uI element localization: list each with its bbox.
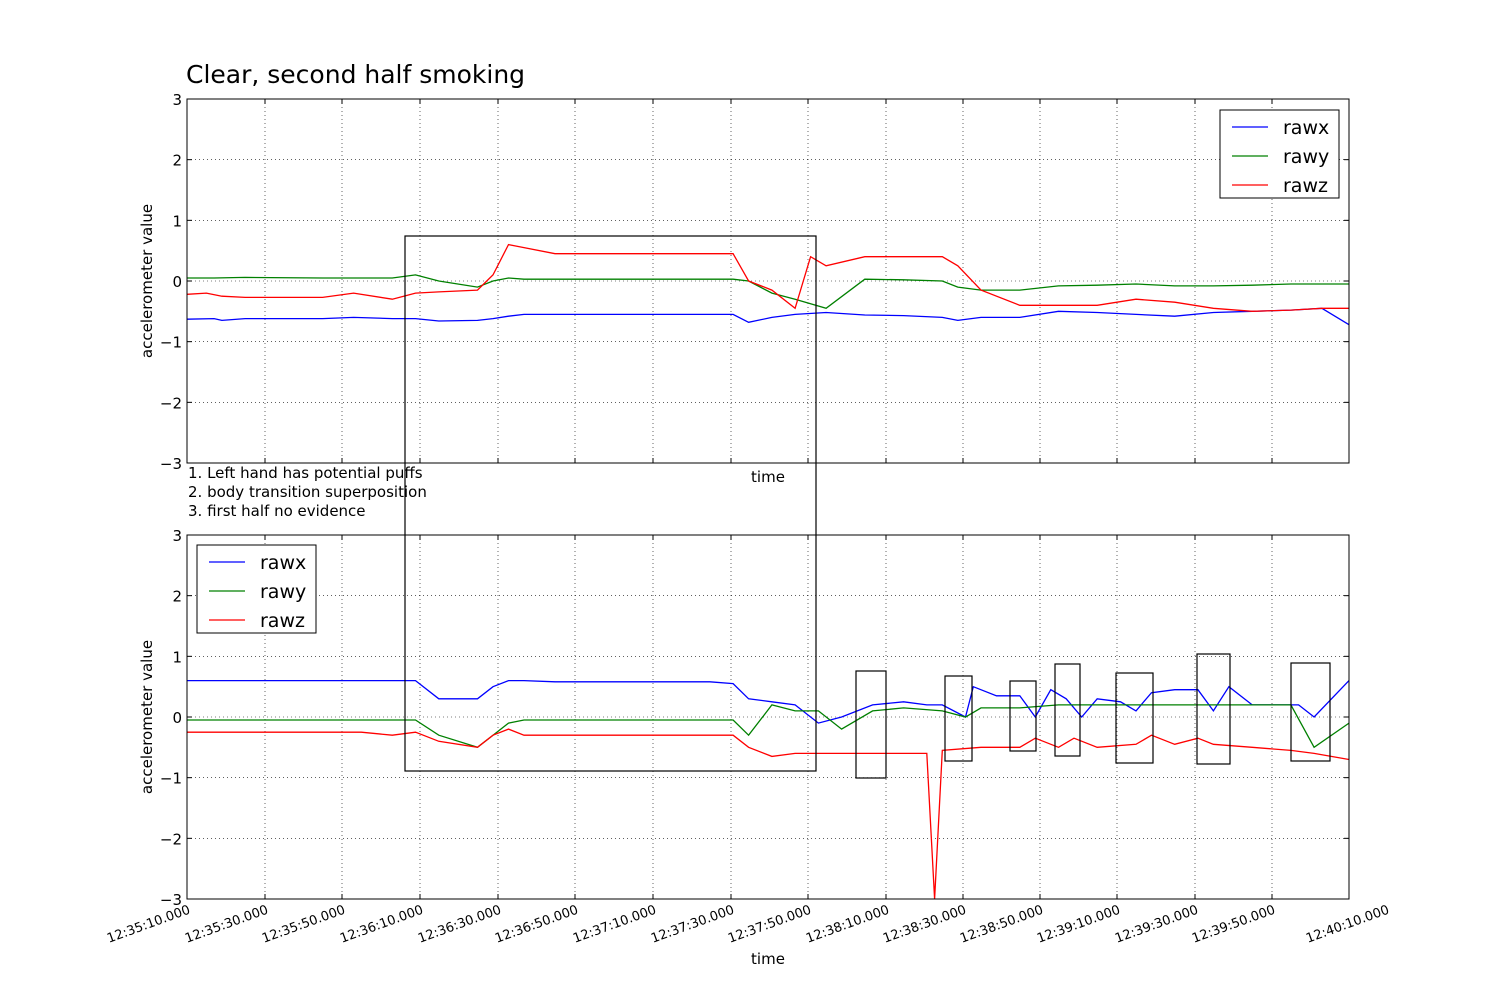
x-tick-label: 12:38:50.000	[958, 903, 1045, 947]
chart-title: Clear, second half smoking	[186, 60, 526, 89]
y-tick-label: −2	[160, 830, 182, 848]
puff-highlight-box	[1009, 680, 1037, 752]
x-axis-label: time	[751, 468, 785, 486]
y-axis-label: accelerometer value	[138, 640, 156, 794]
legend-label-rawz: rawz	[260, 610, 305, 632]
x-tick-label: 12:39:30.000	[1113, 903, 1200, 947]
x-tick-label: 12:35:30.000	[183, 903, 270, 947]
series-line-rawy	[187, 704, 1350, 749]
legend-label-rawx: rawx	[1283, 117, 1329, 139]
y-tick-label: −1	[160, 770, 182, 788]
annotation-notes: 1. Left hand has potential puffs 2. body…	[188, 464, 427, 521]
series-line-rawz	[187, 728, 1350, 900]
x-tick-label: 12:38:30.000	[881, 903, 968, 947]
x-tick-label: 12:35:50.000	[260, 903, 347, 947]
series-line-rawx	[187, 679, 1350, 724]
annotation-note-2: 2. body transition superposition	[188, 483, 427, 501]
x-tick-label: 12:38:10.000	[804, 903, 891, 947]
puff-highlight-box	[855, 670, 887, 779]
x-tick-label: 12:39:50.000	[1190, 903, 1277, 947]
series-line-rawy	[187, 274, 1349, 310]
annotation-note-1: 1. Left hand has potential puffs	[188, 464, 423, 482]
legend-label-rawx: rawx	[260, 552, 306, 574]
x-tick-label: 12:36:50.000	[493, 903, 580, 947]
series-line-rawz	[186, 243, 1349, 312]
x-axis-label: time	[751, 950, 785, 968]
x-tick-label: 12:35:10.000	[105, 903, 192, 947]
y-tick-label: 2	[172, 588, 182, 606]
x-tick-label: 12:40:10.000	[1304, 903, 1391, 947]
y-tick-label: 0	[172, 709, 182, 727]
y-tick-label: −3	[160, 891, 182, 909]
x-tick-label: 12:37:10.000	[571, 903, 658, 947]
legend-box	[196, 544, 317, 634]
highlight-box-main	[404, 235, 817, 772]
y-tick-label: −3	[160, 455, 182, 473]
y-tick-label: 1	[172, 212, 182, 230]
y-axis-label: accelerometer value	[138, 204, 156, 358]
x-tick-label: 12:37:50.000	[726, 903, 813, 947]
legend-label-rawy: rawy	[260, 581, 306, 603]
annotation-note-3: 3. first half no evidence	[188, 502, 366, 520]
puff-highlight-box	[1115, 672, 1154, 764]
x-tick-label: 12:37:30.000	[649, 903, 736, 947]
legend-label-rawz: rawz	[1283, 175, 1328, 197]
puff-highlight-box	[1054, 663, 1081, 757]
y-tick-label: 3	[172, 91, 182, 109]
y-tick-label: 2	[172, 152, 182, 170]
puff-highlight-box	[1196, 653, 1231, 765]
y-tick-label: 0	[172, 273, 182, 291]
series-line-rawx	[186, 307, 1350, 326]
x-tick-label: 12:36:10.000	[338, 903, 425, 947]
puff-highlight-box	[944, 675, 973, 762]
legend-box	[1219, 109, 1340, 199]
x-tick-label: 12:36:30.000	[416, 903, 503, 947]
x-tick-label: 12:39:10.000	[1035, 903, 1122, 947]
y-tick-label: 3	[172, 527, 182, 545]
puff-highlight-box	[1290, 662, 1331, 762]
y-tick-label: −1	[160, 334, 182, 352]
y-tick-label: −2	[160, 394, 182, 412]
legend-label-rawy: rawy	[1283, 146, 1329, 168]
y-tick-label: 1	[172, 648, 182, 666]
